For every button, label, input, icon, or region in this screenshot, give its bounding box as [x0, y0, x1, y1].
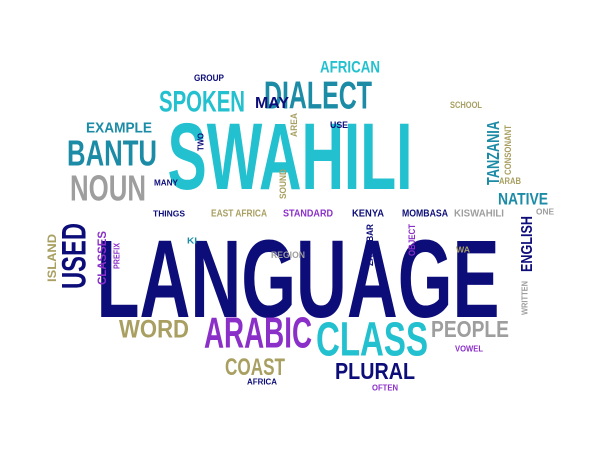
word-wa: WA — [456, 246, 470, 255]
word-text: KISWAHILI — [454, 209, 504, 220]
word-text: OFTEN — [372, 384, 398, 393]
word-text: PREFIX — [113, 242, 122, 269]
word-text: PLURAL — [335, 358, 415, 385]
word-consonant: CONSONANT — [503, 125, 513, 175]
word-text: TWO — [197, 133, 206, 151]
word-text: SPOKEN — [159, 84, 245, 118]
word-africa: AFRICA — [247, 378, 277, 387]
word-text: WRITTEN — [521, 281, 530, 315]
word-word: WORD — [119, 315, 189, 343]
word-text: VOWEL — [455, 345, 483, 354]
word-prefix: PREFIX — [113, 242, 122, 269]
word-spoken: SPOKEN — [159, 84, 245, 118]
word-text: GROUP — [194, 73, 224, 83]
word-people: PEOPLE — [431, 316, 509, 343]
word-text: MOMBASA — [402, 209, 448, 220]
word-text: ONE — [536, 208, 555, 217]
word-text: BANTU — [67, 133, 157, 173]
word-standard: STANDARD — [283, 209, 333, 220]
word-zanzibar: ZANZIBAR — [365, 224, 375, 266]
word-text: MANY — [154, 179, 179, 188]
word-classes: CLASSES — [95, 231, 109, 285]
word-use: USE — [330, 120, 348, 130]
word-native: NATIVE — [498, 191, 548, 209]
word-text: SOUND — [278, 169, 288, 199]
word-region: REGION — [271, 250, 305, 260]
word-swahili: SWAHILI — [168, 104, 413, 210]
word-text: THINGS — [153, 210, 186, 219]
word-text: CONSONANT — [503, 125, 513, 175]
word-bantu: BANTU — [67, 133, 157, 173]
word-language: LANGUAGE — [97, 217, 500, 340]
word-text: AFRICAN — [320, 59, 380, 77]
word-text: ARAB — [499, 176, 521, 186]
word-used: USED — [57, 223, 94, 289]
word-coast: COAST — [225, 353, 285, 380]
word-text: SWAHILI — [168, 104, 413, 210]
word-kiswahili: KISWAHILI — [454, 209, 504, 220]
word-text: WA — [456, 246, 470, 255]
word-text: LANGUAGE — [97, 217, 500, 340]
word-one: ONE — [536, 208, 555, 217]
word-dialect: DIALECT — [264, 75, 372, 118]
word-text: NATIVE — [498, 191, 548, 209]
word-text: EXAMPLE — [86, 120, 152, 136]
word-text: REGION — [271, 250, 305, 260]
word-text: USE — [330, 120, 348, 130]
word-text: ENGLISH — [520, 216, 537, 272]
word-text: AREA — [289, 113, 299, 137]
word-group: GROUP — [194, 73, 224, 83]
word-tanzania: TANZANIA — [483, 121, 504, 185]
word-two: TWO — [197, 133, 206, 151]
word-arabic: ARABIC — [204, 310, 312, 358]
word-often: OFTEN — [372, 384, 398, 393]
word-example: EXAMPLE — [86, 120, 152, 136]
word-text: MAY — [255, 96, 289, 113]
word-vowel: VOWEL — [455, 345, 483, 354]
word-english: ENGLISH — [520, 216, 537, 272]
word-text: ZANZIBAR — [365, 224, 375, 266]
word-area: AREA — [289, 113, 299, 137]
word-text: ISLAND — [45, 234, 59, 282]
word-class: CLASS — [316, 312, 428, 366]
word-text: KENYA — [352, 209, 384, 220]
word-text: AFRICA — [247, 378, 277, 387]
word-text: CLASS — [316, 312, 428, 366]
word-text: PEOPLE — [431, 316, 509, 343]
word-text: EAST AFRICA — [211, 209, 267, 220]
word-african: AFRICAN — [320, 59, 380, 77]
word-text: WORD — [119, 315, 189, 343]
word-text: TANZANIA — [483, 121, 504, 185]
word-noun: NOUN — [70, 168, 146, 208]
word-text: SCHOOL — [450, 100, 482, 110]
word-kenya: KENYA — [352, 209, 384, 220]
word-text: CLASSES — [95, 231, 109, 285]
word-school: SCHOOL — [450, 100, 482, 110]
word-object: OBJECT — [407, 224, 417, 256]
word-text: COAST — [225, 353, 285, 380]
word-text: USED — [57, 223, 94, 289]
word-many: MANY — [154, 179, 179, 188]
word-may: MAY — [255, 96, 289, 113]
word-east-africa: EAST AFRICA — [211, 209, 267, 220]
word-text: OBJECT — [407, 224, 417, 256]
word-island: ISLAND — [45, 234, 59, 282]
word-ki: KI — [187, 237, 197, 246]
word-text: STANDARD — [283, 209, 333, 220]
word-text: ARABIC — [204, 310, 312, 358]
word-plural: PLURAL — [335, 358, 415, 385]
word-arab: ARAB — [499, 176, 521, 186]
word-sound: SOUND — [278, 169, 288, 199]
word-mombasa: MOMBASA — [402, 209, 448, 220]
word-text: DIALECT — [264, 75, 372, 118]
word-written: WRITTEN — [521, 281, 530, 315]
word-text: NOUN — [70, 168, 146, 208]
word-text: KI — [187, 237, 197, 246]
word-things: THINGS — [153, 210, 186, 219]
